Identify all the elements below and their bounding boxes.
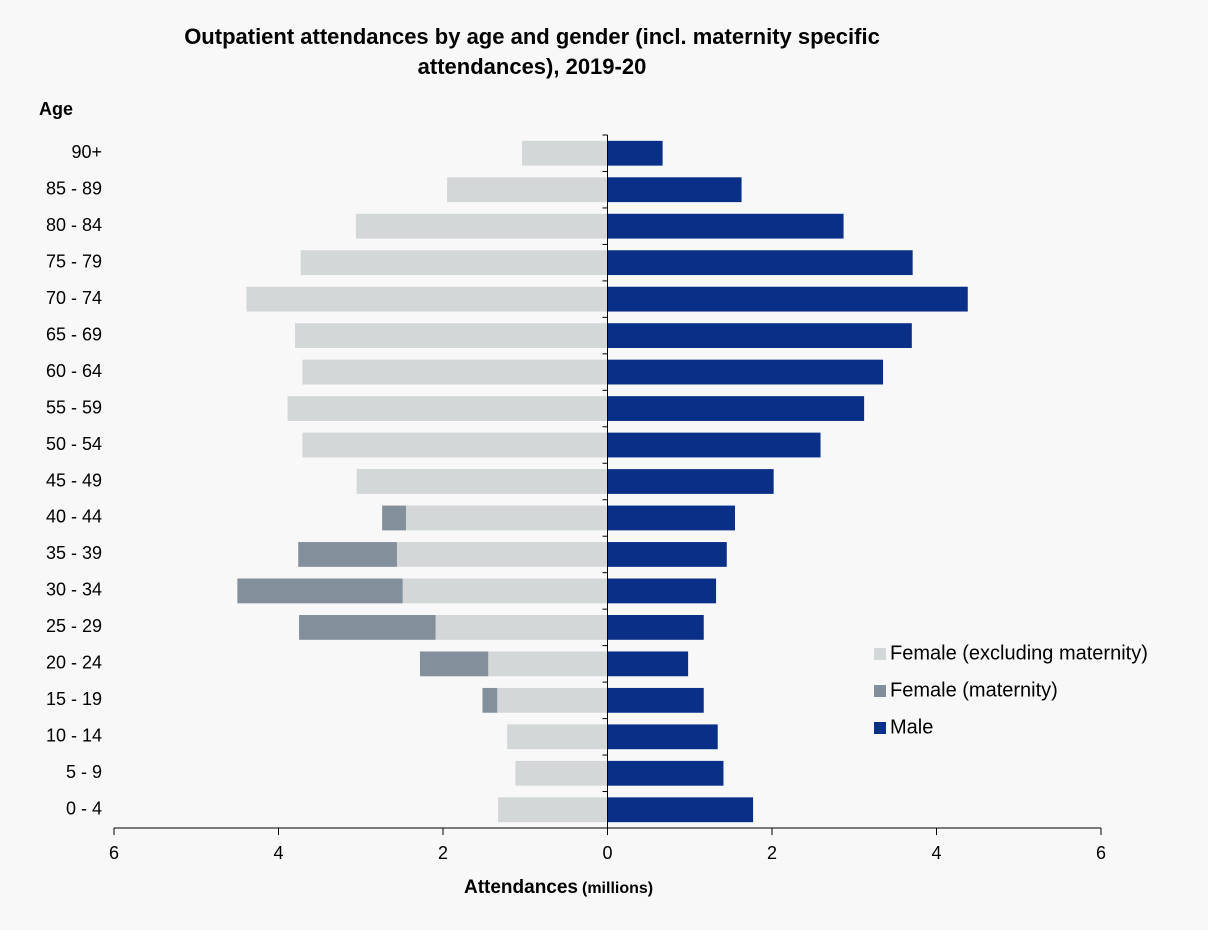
bar (294, 323, 608, 349)
x-tick-label: 2 (438, 843, 448, 863)
bar (607, 651, 689, 677)
legend-swatch (874, 685, 886, 697)
bar (405, 505, 608, 531)
bar (607, 177, 742, 203)
bar (302, 359, 608, 385)
bar (507, 724, 608, 750)
bar (299, 614, 436, 640)
y-tick-label: 80 - 84 (46, 215, 102, 235)
chart-title: Outpatient attendances by age and gender… (184, 24, 880, 49)
y-tick-label: 65 - 69 (46, 324, 102, 344)
y-tick-label: 40 - 44 (46, 507, 102, 527)
x-axis-label: Attendances (464, 877, 578, 898)
bar (402, 578, 608, 604)
bar (447, 177, 608, 203)
bar (287, 396, 608, 421)
bar (607, 359, 884, 385)
bar (607, 505, 735, 531)
bar (515, 760, 608, 786)
bar (356, 469, 608, 494)
bar (482, 687, 498, 713)
legend-swatch (874, 722, 886, 734)
bar (607, 323, 912, 349)
legend-label: Male (890, 716, 933, 738)
y-tick-label: 15 - 19 (46, 689, 102, 709)
x-tick-label: 6 (109, 843, 119, 863)
bar (607, 578, 717, 604)
bar (488, 651, 608, 677)
y-tick-label: 35 - 39 (46, 543, 102, 563)
bar (607, 250, 913, 276)
x-tick-label: 0 (602, 843, 612, 863)
legend-swatch (874, 648, 886, 660)
bar (607, 797, 754, 823)
bar (396, 542, 608, 567)
bar (298, 542, 397, 567)
y-tick-label: 85 - 89 (46, 178, 102, 198)
bar (607, 140, 663, 166)
bar (246, 286, 608, 312)
y-tick-label: 55 - 59 (46, 397, 102, 417)
chart-title: attendances), 2019-20 (418, 54, 647, 79)
y-tick-label: 60 - 64 (46, 361, 102, 381)
bar (498, 797, 608, 823)
legend-label: Female (maternity) (890, 679, 1058, 701)
bar (435, 614, 608, 640)
bar (419, 651, 489, 677)
bar (607, 542, 727, 567)
bar (607, 469, 774, 494)
bar (607, 724, 718, 750)
y-tick-label: 25 - 29 (46, 616, 102, 636)
y-tick-label: 75 - 79 (46, 251, 102, 271)
y-tick-label: 5 - 9 (66, 762, 102, 782)
bar (607, 286, 968, 312)
y-tick-label: 70 - 74 (46, 288, 102, 308)
bar (607, 432, 821, 458)
bar (382, 505, 406, 531)
x-tick-label: 2 (767, 843, 777, 863)
y-tick-label: 20 - 24 (46, 653, 102, 673)
x-tick-label: 6 (1096, 843, 1106, 863)
bar (521, 140, 608, 166)
y-tick-label: 30 - 34 (46, 580, 102, 600)
bar (300, 250, 608, 276)
y-axis-label: Age (39, 99, 73, 119)
y-tick-label: 10 - 14 (46, 726, 102, 746)
y-tick-label: 45 - 49 (46, 470, 102, 490)
bar (607, 760, 724, 786)
y-tick-label: 0 - 4 (66, 799, 102, 819)
bar (302, 432, 608, 458)
bar (237, 578, 403, 604)
legend-label: Female (excluding maternity) (890, 642, 1148, 664)
x-tick-label: 4 (273, 843, 283, 863)
bar (607, 213, 844, 239)
x-axis-unit: (millions) (582, 880, 653, 897)
y-tick-label: 50 - 54 (46, 434, 102, 454)
x-tick-label: 4 (931, 843, 941, 863)
bar (355, 213, 608, 239)
bar (607, 614, 704, 640)
bar (497, 687, 608, 713)
bar (607, 687, 704, 713)
bar (607, 396, 865, 421)
y-tick-label: 90+ (71, 142, 102, 162)
